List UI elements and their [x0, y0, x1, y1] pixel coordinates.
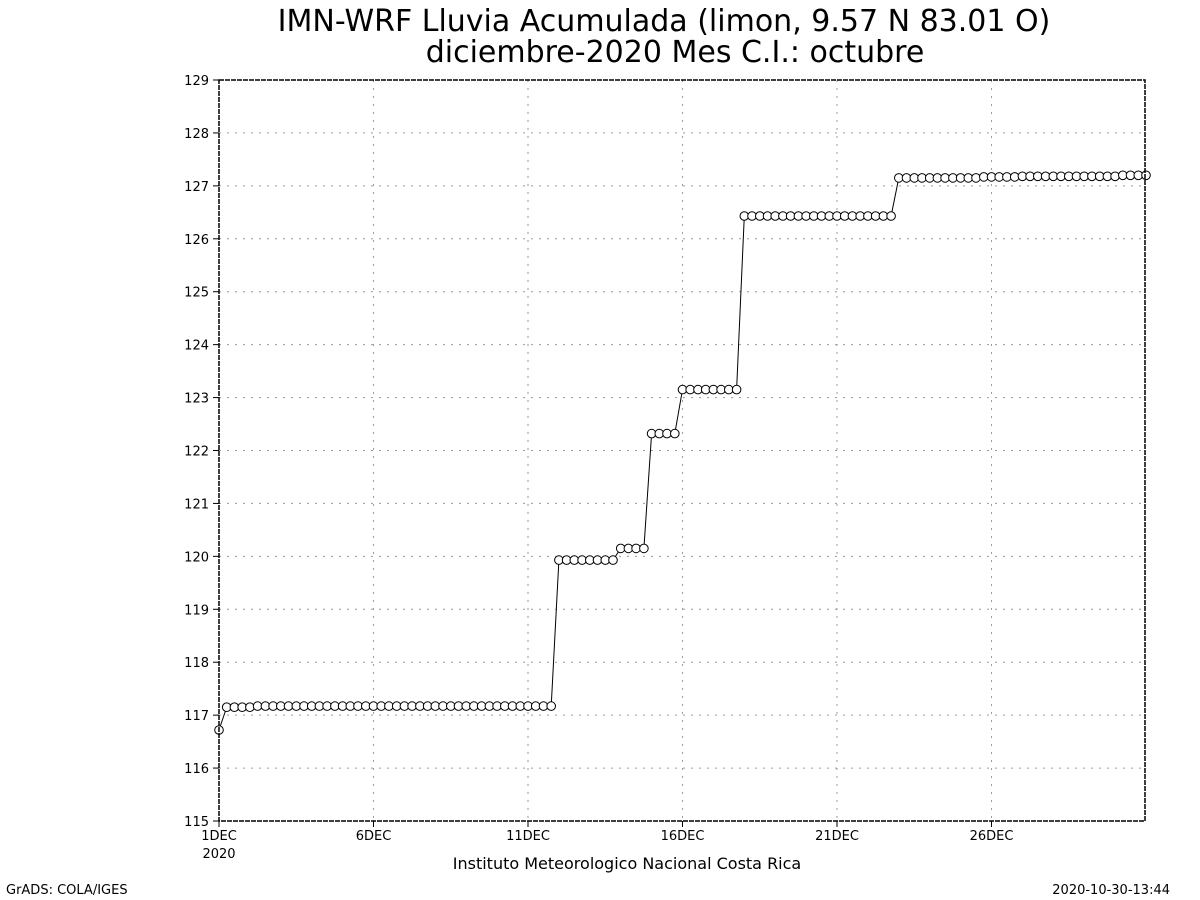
x-tick-label: 16DEC [661, 829, 705, 844]
x-tick-sublabel: 2020 [202, 847, 235, 862]
y-tick-label: 119 [184, 603, 209, 618]
credit-label: GrADS: COLA/IGES [6, 883, 128, 898]
data-point [731, 384, 742, 395]
data-point [546, 701, 557, 711]
y-tick-label: 128 [184, 127, 209, 142]
x-tick-label: 11DEC [506, 829, 550, 844]
data-point [608, 555, 618, 565]
series-markers [214, 170, 1151, 735]
y-tick-label: 127 [184, 180, 209, 195]
x-tick-label: 1DEC [201, 829, 237, 844]
x-tick-label: 26DEC [970, 829, 1014, 844]
x-axis: 1DEC 2020 6DEC 11DEC 16DEC 21DEC 26DEC [201, 821, 1013, 862]
x-tick-label: 6DEC [356, 829, 392, 844]
y-tick-label: 115 [184, 815, 209, 830]
y-tick-label: 129 [184, 74, 209, 89]
y-tick-label: 116 [184, 762, 209, 777]
grid-lines [219, 80, 1145, 821]
data-point [886, 211, 896, 221]
data-point [971, 173, 981, 183]
y-tick-label: 125 [184, 286, 209, 301]
source-label: Instituto Meteorologico Nacional Costa R… [453, 854, 801, 873]
y-tick-label: 123 [184, 392, 209, 407]
x-tick-label: 21DEC [815, 829, 859, 844]
y-tick-label: 122 [184, 445, 209, 460]
data-point [670, 428, 680, 439]
chart-title-line1: IMN-WRF Lluvia Acumulada (limon, 9.57 N … [278, 4, 1051, 39]
data-point [639, 543, 649, 554]
chart-title-line2: diciembre-2020 Mes C.I.: octubre [426, 35, 925, 70]
y-axis: 115 116 117 118 119 120 121 122 123 124 125 126 127 1… [184, 74, 219, 830]
y-tick-label: 120 [184, 550, 209, 565]
y-tick-label: 118 [184, 656, 209, 671]
data-point [1141, 170, 1151, 181]
plot-frame [218, 79, 1146, 822]
y-tick-label: 126 [184, 233, 209, 248]
series-line [218, 174, 1146, 731]
y-tick-label: 121 [184, 497, 209, 512]
y-tick-label: 117 [184, 709, 209, 724]
timestamp-label: 2020-10-30-13:44 [1052, 883, 1170, 898]
data-point [245, 702, 255, 713]
y-tick-label: 124 [184, 339, 209, 354]
